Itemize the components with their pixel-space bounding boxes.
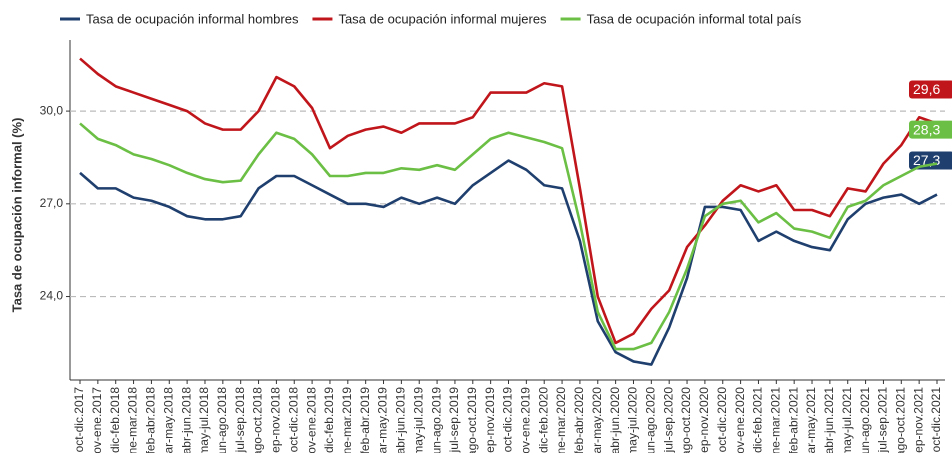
- x-tick-label: jun-ago.2021: [858, 387, 872, 453]
- x-tick-label: jul-sep.2021: [876, 387, 890, 453]
- x-tick-label: nov-ene.2019: [519, 387, 533, 453]
- x-tick-label: abr-jun.2020: [608, 387, 622, 453]
- x-tick-label: jul-sep.2020: [661, 387, 675, 453]
- x-tick-label: mar-may.2021: [804, 387, 818, 453]
- x-tick-label: sep-nov.2020: [697, 387, 711, 453]
- x-tick-label: sep-nov.2019: [483, 387, 497, 453]
- x-tick-label: may-jul.2020: [626, 387, 640, 453]
- series-line: [79, 57, 938, 345]
- end-label: 27,3: [909, 151, 952, 170]
- x-tick-label: may-jul.2019: [411, 387, 425, 453]
- end-label-box: [909, 80, 952, 99]
- x-tick-label: oct-dic.2018: [286, 387, 300, 453]
- x-tick-label: dic-feb.2020: [536, 387, 550, 453]
- x-tick-label: jun-ago.2020: [644, 387, 658, 453]
- end-label: 28,3: [909, 120, 952, 139]
- x-tick-label: ago-oct.2018: [251, 387, 265, 453]
- x-tick-label: oct-dic.2019: [501, 387, 515, 453]
- end-label-text: 29,6: [913, 81, 940, 97]
- x-tick-label: mar-may.2019: [376, 387, 390, 453]
- x-tick-label: ene-mar.2018: [126, 387, 140, 453]
- x-tick-label: oct-dic.2020: [715, 387, 729, 453]
- x-tick-label: jun-ago.2019: [429, 387, 443, 453]
- legend-label: Tasa de ocupación informal hombres: [86, 11, 299, 26]
- x-tick-label: feb-abr.2021: [786, 387, 800, 453]
- x-tick-label: mar-may.2020: [590, 387, 604, 453]
- end-label-box: [909, 120, 952, 139]
- x-tick-label: oct-dic.2021: [929, 387, 943, 453]
- x-tick-label: sep-nov.2018: [269, 387, 283, 453]
- x-tick-label: mar-may.2018: [161, 387, 175, 453]
- x-tick-label: ago-oct.2020: [679, 387, 693, 453]
- x-tick-label: ago-oct.2019: [465, 387, 479, 453]
- x-tick-label: jun-ago.2018: [215, 387, 229, 453]
- x-tick-label: abr-jun.2018: [179, 387, 193, 453]
- x-tick-label: nov-ene.2020: [733, 387, 747, 453]
- x-tick-label: dic-feb.2018: [108, 387, 122, 453]
- x-tick-label: may-jul.2018: [197, 387, 211, 453]
- x-tick-label: abr-jun.2019: [394, 387, 408, 453]
- legend-label: Tasa de ocupación informal mujeres: [338, 11, 547, 26]
- end-label-text: 28,3: [913, 121, 940, 137]
- x-tick-label: ago-oct.2021: [893, 387, 907, 453]
- x-tick-label: dic-feb.2019: [322, 387, 336, 453]
- y-tick-label: 24,0: [40, 289, 64, 303]
- x-tick-label: feb-abr.2018: [144, 387, 158, 453]
- end-label-box: [909, 151, 952, 170]
- x-tick-label: ene-mar.2020: [554, 387, 568, 453]
- y-axis-label: Tasa de ocupación informal (%): [9, 118, 24, 313]
- x-tick-label: ene-mar.2019: [340, 387, 354, 453]
- end-label: 29,6: [909, 80, 952, 99]
- x-tick-label: sep-nov.2021: [911, 387, 925, 453]
- x-tick-label: feb-abr.2019: [358, 387, 372, 453]
- x-tick-label: abr-jun.2021: [822, 387, 836, 453]
- x-tick-label: feb-abr.2020: [572, 387, 586, 453]
- x-tick-label: nov-ene.2017: [90, 387, 104, 453]
- x-tick-label: jul-sep.2018: [233, 387, 247, 453]
- series-line: [79, 122, 938, 351]
- y-tick-label: 30,0: [40, 103, 64, 117]
- x-tick-label: dic-feb.2021: [751, 387, 765, 453]
- y-tick-label: 27,0: [40, 196, 64, 210]
- x-tick-label: ene-mar.2021: [768, 387, 782, 453]
- x-tick-label: jul-sep.2019: [447, 387, 461, 453]
- legend-label: Tasa de ocupación informal total país: [587, 11, 802, 26]
- x-tick-label: oct-dic.2017: [72, 387, 86, 453]
- series-line: [79, 159, 938, 366]
- x-tick-label: nov-ene.2018: [304, 387, 318, 453]
- x-tick-label: may-jul.2021: [840, 387, 854, 453]
